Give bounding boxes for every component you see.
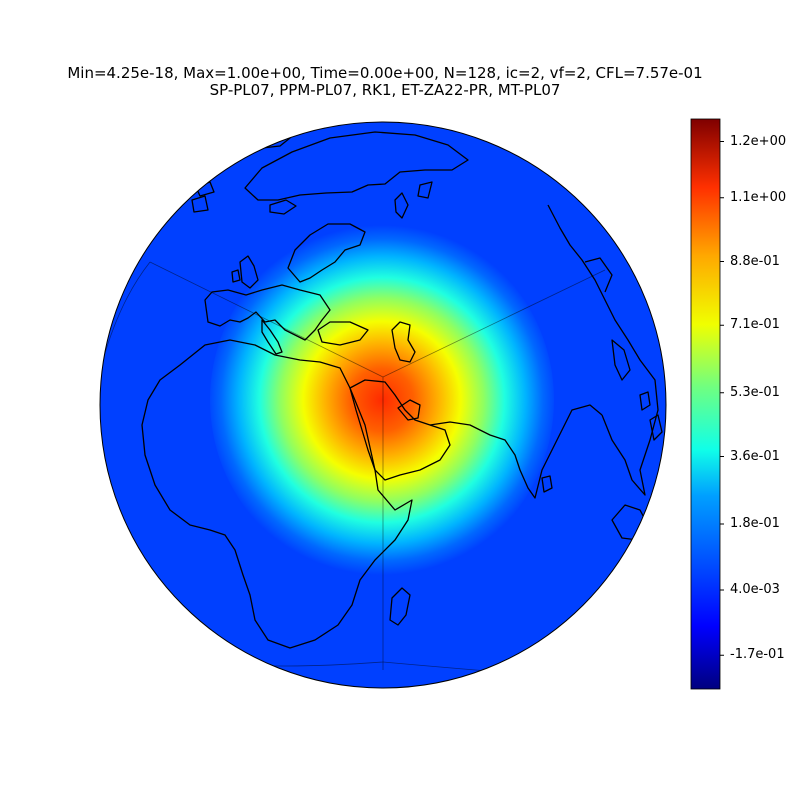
colorbar-tick-label: 1.2e+00 [730, 135, 786, 149]
colorbar-tick-label: 4.0e-03 [730, 583, 780, 597]
colorbar-tick-label: -1.7e-01 [730, 648, 785, 662]
globe [100, 122, 666, 688]
colorbar-tick-label: 8.8e-01 [730, 255, 780, 269]
colorbar-ticks [720, 142, 724, 656]
colorbar [691, 119, 724, 689]
field-hill [210, 222, 554, 578]
colorbar-tick-label: 1.8e-01 [730, 517, 780, 531]
colorbar-tick-label: 5.3e-01 [730, 386, 780, 400]
colorbar-tick-label: 7.1e-01 [730, 318, 780, 332]
colorbar-tick-label: 1.1e+00 [730, 191, 786, 205]
colorbar-tick-label: 3.6e-01 [730, 450, 780, 464]
colorbar-gradient [691, 119, 720, 689]
